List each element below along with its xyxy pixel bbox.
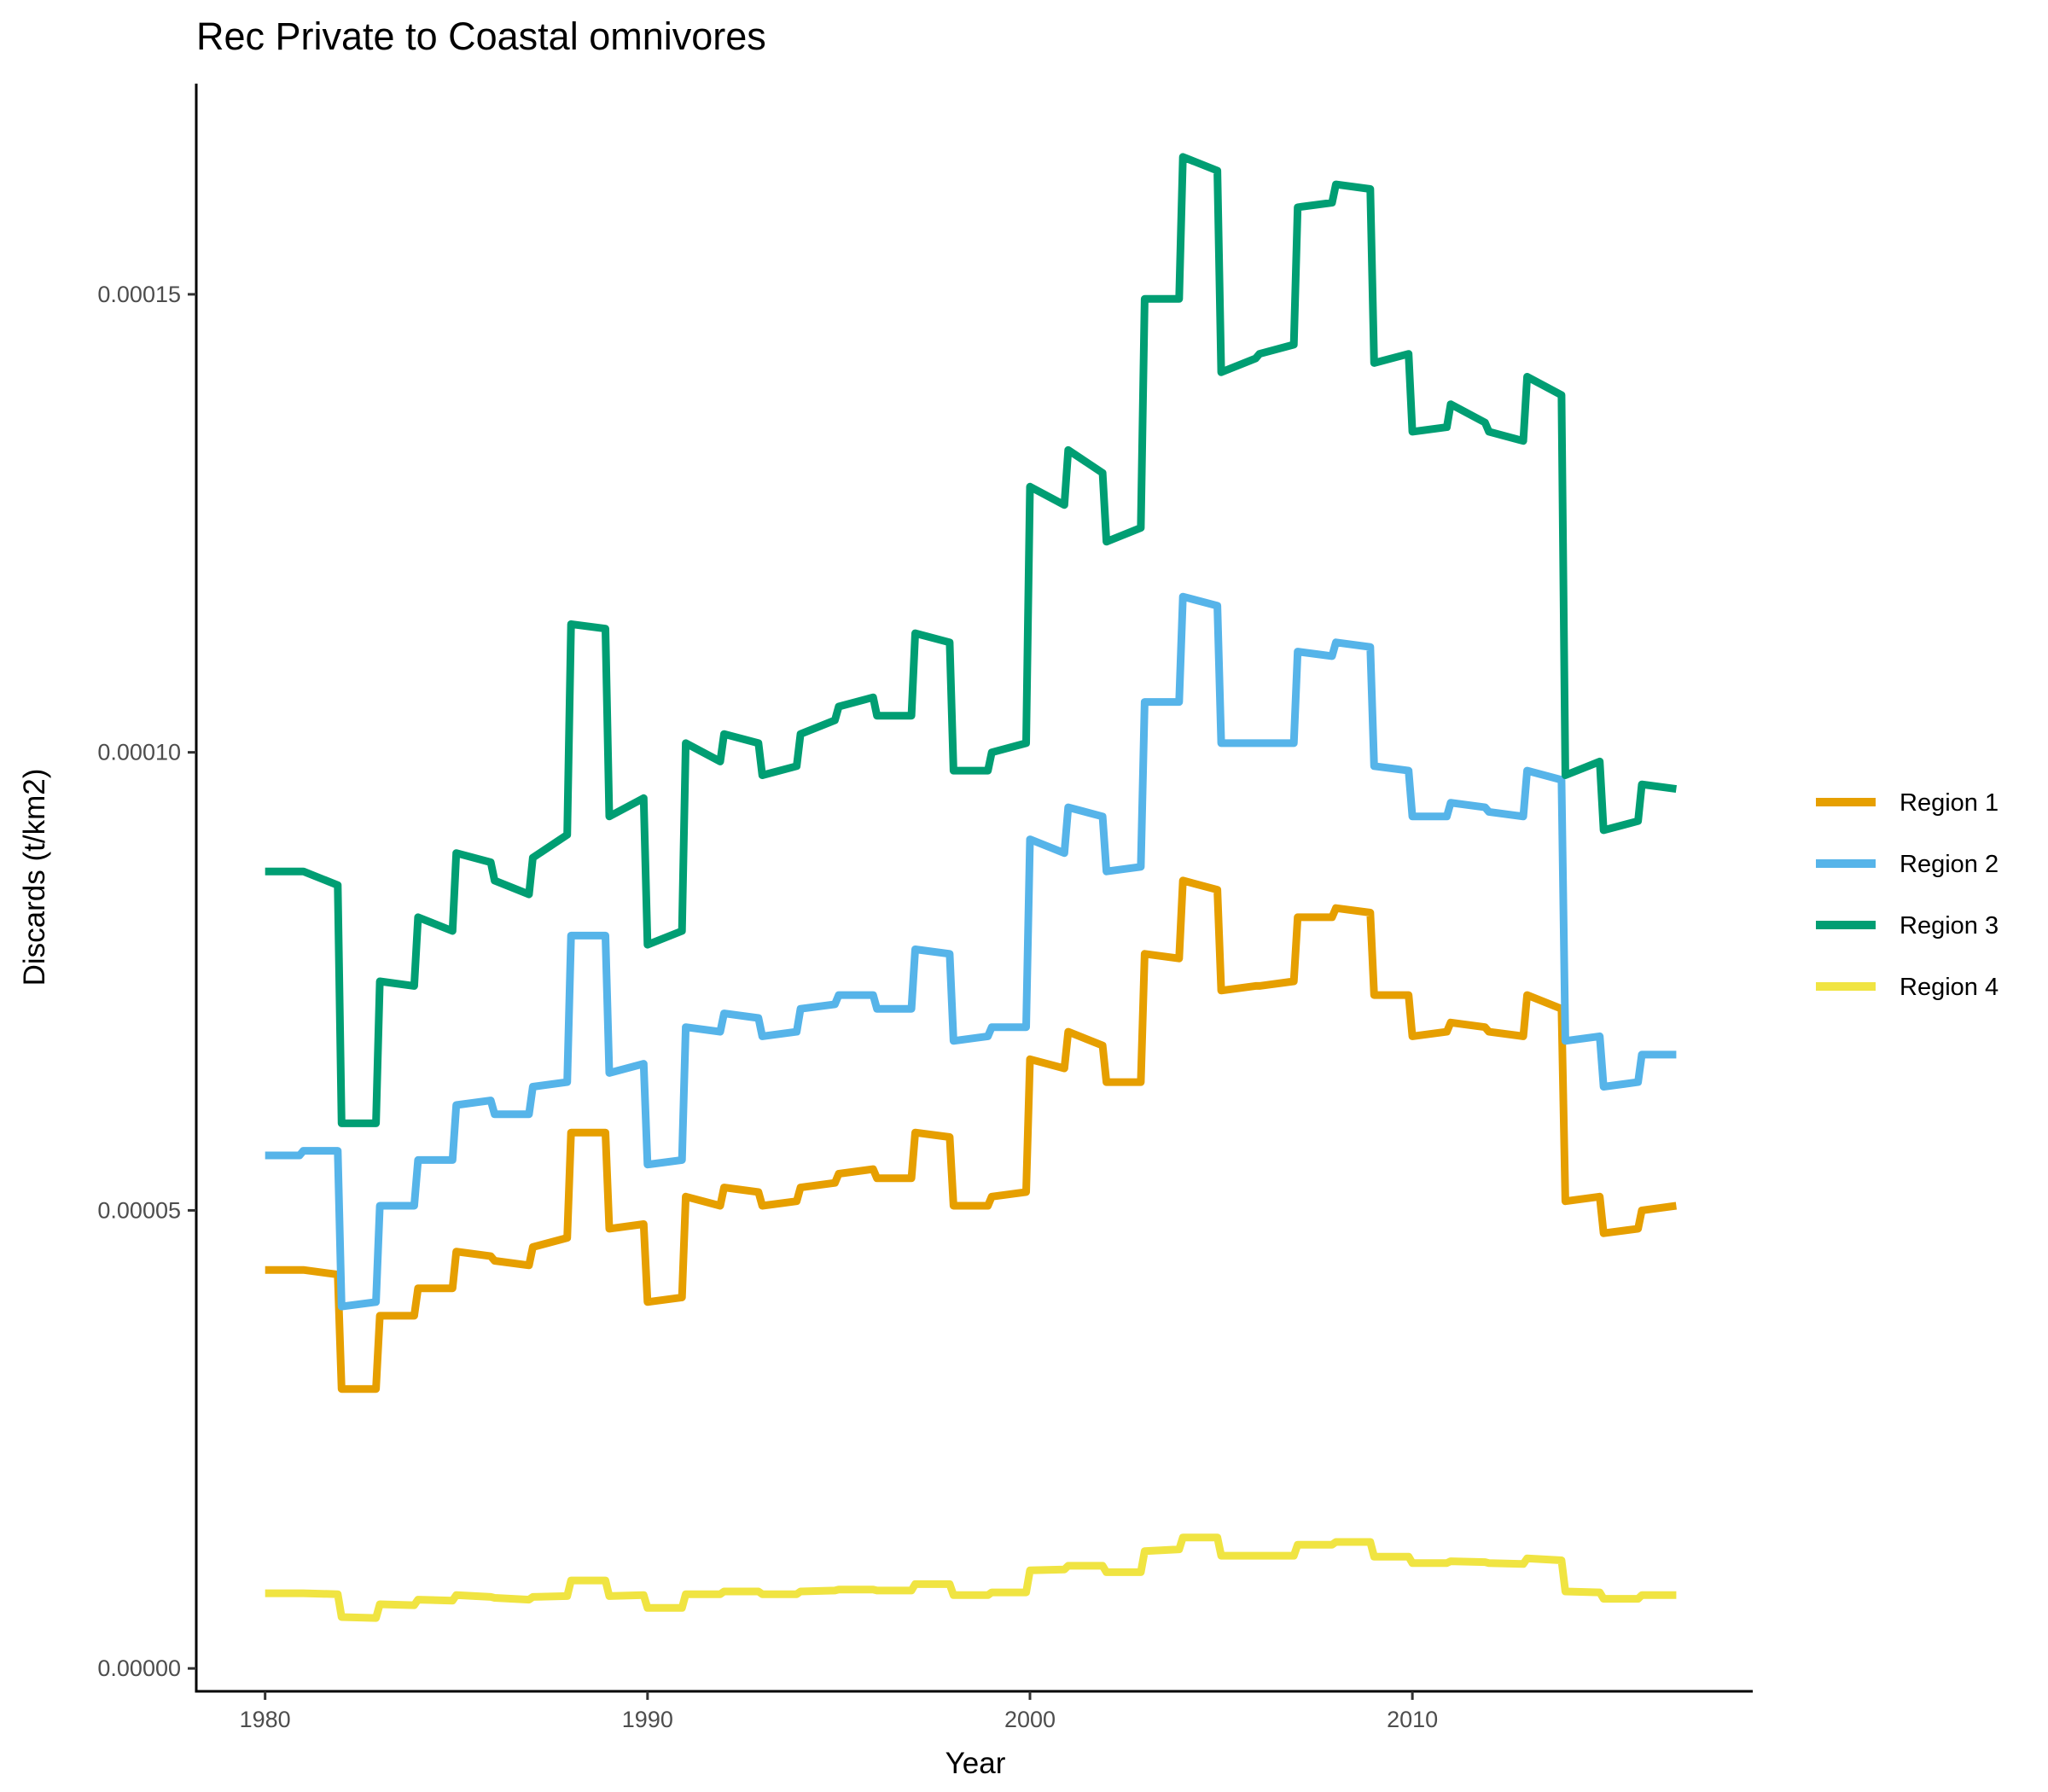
x-tick-label: 1980	[240, 1707, 291, 1732]
series-line-region-4	[265, 1533, 1677, 1622]
y-axis-ticks: 0.00000 0.00005 0.00010 0.00015	[97, 282, 196, 1681]
legend-label: Region 4	[1900, 974, 1999, 1001]
y-axis-title: Discards (t/km2)	[18, 769, 51, 986]
x-tick-label: 2000	[1004, 1707, 1056, 1732]
x-axis-title: Year	[945, 1747, 1006, 1780]
y-tick-label: 0.00000	[97, 1655, 181, 1681]
x-tick-label: 2010	[1387, 1707, 1438, 1732]
series-layer	[265, 153, 1677, 1622]
legend: Region 1 Region 2 Region 3 Region 4	[1816, 789, 1999, 1001]
y-tick-label: 0.00005	[97, 1197, 181, 1223]
chart-title: Rec Private to Coastal omnivores	[196, 15, 766, 58]
series-line-region-1	[265, 876, 1677, 1393]
y-tick-label: 0.00010	[97, 740, 181, 765]
x-tick-label: 1990	[622, 1707, 673, 1732]
series-line-region-2	[265, 592, 1677, 1311]
series-line-region-3	[265, 153, 1677, 1127]
y-tick-label: 0.00015	[97, 282, 181, 307]
legend-label: Region 1	[1900, 789, 1999, 817]
legend-label: Region 2	[1900, 851, 1999, 878]
legend-label: Region 3	[1900, 912, 1999, 940]
x-axis-ticks: 1980 1990 2000 2010	[240, 1691, 1438, 1732]
